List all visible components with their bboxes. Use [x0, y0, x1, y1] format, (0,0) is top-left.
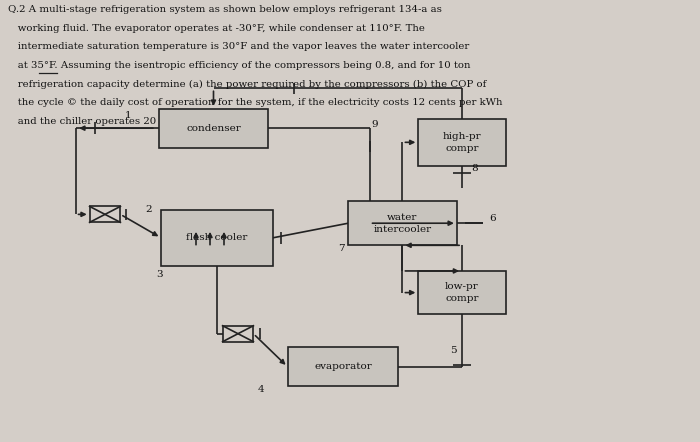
Text: water
intercooler: water intercooler [373, 213, 432, 234]
Bar [223, 326, 253, 342]
Text: the cycle © the daily cost of operation for the system, if the electricity costs: the cycle © the daily cost of operation … [8, 98, 503, 107]
Text: 2: 2 [146, 205, 153, 213]
Text: working fluid. The evaporator operates at -30°F, while condenser at 110°F. The: working fluid. The evaporator operates a… [8, 24, 426, 33]
Text: 9: 9 [371, 120, 378, 129]
Text: high-pr
compr: high-pr compr [442, 132, 482, 153]
Bar [288, 347, 398, 386]
Text: refrigeration capacity determine (a) the power required by the compressors (b) t: refrigeration capacity determine (a) the… [8, 80, 486, 89]
Text: at 35°F. Assuming the isentropic efficiency of the compressors being 0.8, and fo: at 35°F. Assuming the isentropic efficie… [8, 61, 471, 70]
Text: and the chiller operates 20 hours per day: and the chiller operates 20 hours per da… [8, 117, 231, 126]
Text: 6: 6 [489, 214, 496, 223]
Text: 8: 8 [471, 164, 478, 173]
Text: 3: 3 [156, 270, 163, 278]
Bar [419, 119, 505, 165]
Text: 7: 7 [338, 244, 345, 253]
Text: low-pr
compr: low-pr compr [445, 282, 479, 303]
Bar [90, 206, 120, 222]
Text: condenser: condenser [186, 124, 241, 133]
Text: Q.2 A multi-stage refrigeration system as shown below employs refrigerant 134-a : Q.2 A multi-stage refrigeration system a… [8, 5, 442, 14]
Text: 5: 5 [450, 346, 457, 354]
Bar [161, 210, 273, 266]
Bar [419, 271, 505, 314]
Bar [160, 109, 267, 148]
Text: flash cooler: flash cooler [186, 233, 248, 242]
Text: evaporator: evaporator [314, 362, 372, 371]
Text: intermediate saturation temperature is 30°F and the vapor leaves the water inter: intermediate saturation temperature is 3… [8, 42, 470, 51]
Text: 4: 4 [258, 385, 265, 394]
Bar [348, 201, 456, 245]
Text: 1: 1 [125, 111, 132, 120]
